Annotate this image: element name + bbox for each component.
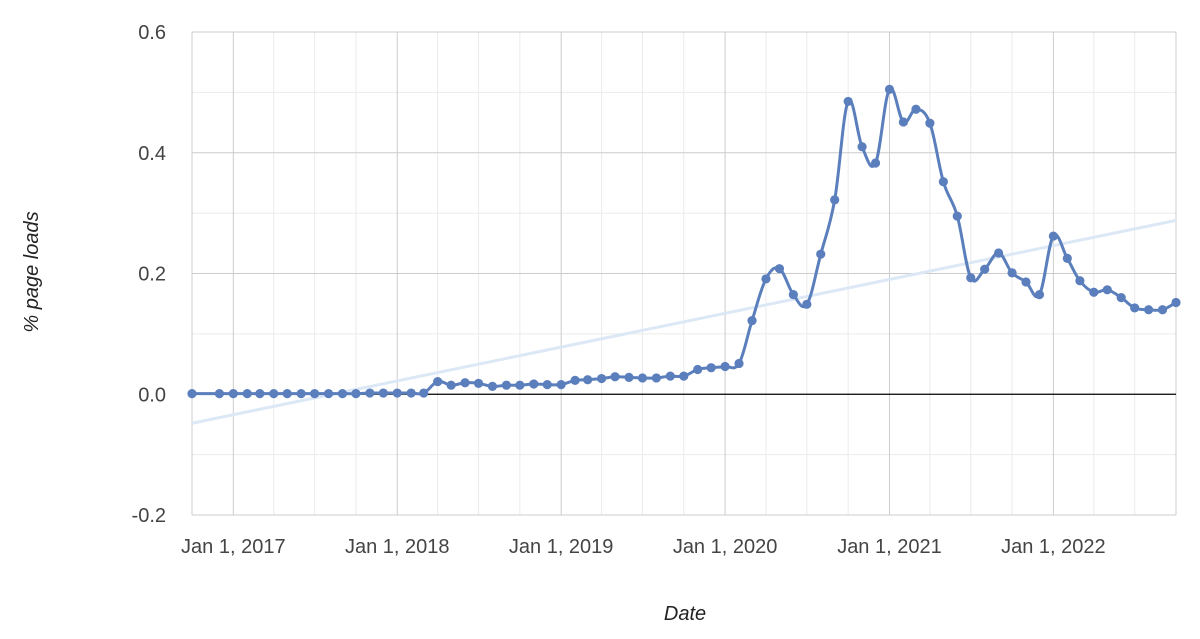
- data-point[interactable]: [337, 389, 348, 399]
- x-tick-label: Jan 1, 2022: [1001, 536, 1106, 558]
- data-point[interactable]: [310, 389, 320, 399]
- x-tick-label: Jan 1, 2020: [673, 536, 778, 558]
- data-point[interactable]: [774, 264, 785, 274]
- data-point[interactable]: [747, 315, 757, 326]
- data-point[interactable]: [624, 372, 634, 382]
- data-point[interactable]: [556, 379, 566, 390]
- data-point[interactable]: [830, 195, 840, 205]
- data-point[interactable]: [938, 177, 948, 187]
- data-point[interactable]: [296, 389, 306, 399]
- data-point[interactable]: [1062, 253, 1072, 264]
- data-point[interactable]: [610, 372, 620, 382]
- data-point[interactable]: [1007, 268, 1017, 278]
- x-axis-ticks: Jan 1, 2017 Jan 1, 2018 Jan 1, 2019 Jan 1, …: [181, 536, 1106, 558]
- data-point[interactable]: [1034, 290, 1045, 300]
- data-point[interactable]: [788, 290, 798, 300]
- data-point[interactable]: [1102, 285, 1112, 295]
- data-point[interactable]: [351, 389, 361, 399]
- data-point[interactable]: [406, 388, 416, 398]
- data-point[interactable]: [994, 248, 1004, 258]
- data-point[interactable]: [693, 364, 703, 375]
- data-point[interactable]: [596, 373, 607, 384]
- y-tick-label: 0.4: [138, 143, 166, 165]
- y-axis-ticks: -0.2 0.0 0.2 0.4 0.6: [132, 22, 166, 527]
- data-point[interactable]: [870, 158, 881, 168]
- data-point[interactable]: [1130, 303, 1140, 313]
- data-point[interactable]: [761, 274, 771, 284]
- data-point[interactable]: [323, 389, 334, 399]
- series-layer: [187, 84, 1181, 399]
- data-point[interactable]: [473, 378, 484, 388]
- data-point[interactable]: [857, 142, 867, 152]
- data-point[interactable]: [911, 104, 921, 114]
- y-axis-title: % page loads: [21, 211, 43, 332]
- data-point[interactable]: [378, 388, 388, 398]
- data-point[interactable]: [228, 389, 238, 399]
- data-point[interactable]: [1116, 293, 1126, 303]
- data-point[interactable]: [816, 249, 826, 259]
- data-point[interactable]: [898, 117, 908, 127]
- data-point[interactable]: [679, 371, 689, 381]
- data-point[interactable]: [706, 363, 716, 373]
- data-point[interactable]: [1144, 305, 1154, 315]
- data-point[interactable]: [433, 376, 443, 387]
- data-point[interactable]: [187, 389, 197, 399]
- data-point[interactable]: [419, 388, 429, 398]
- data-point[interactable]: [1089, 287, 1099, 297]
- data-point[interactable]: [446, 380, 456, 390]
- data-point[interactable]: [1075, 276, 1085, 286]
- x-axis-title: Date: [664, 603, 706, 625]
- data-point[interactable]: [365, 388, 375, 398]
- data-point[interactable]: [583, 375, 593, 385]
- data-point[interactable]: [734, 358, 744, 369]
- x-tick-label: Jan 1, 2017: [181, 536, 286, 558]
- data-point[interactable]: [542, 379, 552, 390]
- y-tick-label: 0.2: [138, 264, 166, 286]
- y-tick-label: -0.2: [132, 505, 166, 527]
- data-point[interactable]: [515, 380, 525, 390]
- y-tick-label: 0.6: [138, 22, 166, 44]
- data-point[interactable]: [269, 389, 279, 399]
- data-point[interactable]: [665, 371, 675, 381]
- data-point[interactable]: [214, 389, 224, 399]
- data-point[interactable]: [392, 388, 402, 398]
- data-point[interactable]: [802, 299, 812, 309]
- data-point[interactable]: [651, 373, 661, 383]
- data-point[interactable]: [487, 381, 498, 392]
- data-point[interactable]: [1157, 305, 1168, 315]
- data-point[interactable]: [952, 211, 962, 221]
- data-point[interactable]: [501, 380, 511, 390]
- x-tick-label: Jan 1, 2018: [345, 536, 450, 558]
- data-point[interactable]: [529, 379, 539, 389]
- data-point[interactable]: [242, 389, 252, 399]
- data-point[interactable]: [843, 96, 853, 107]
- data-point[interactable]: [1171, 297, 1181, 308]
- data-point[interactable]: [637, 373, 648, 383]
- data-point[interactable]: [925, 118, 935, 128]
- data-point[interactable]: [282, 389, 292, 399]
- data-point[interactable]: [1021, 277, 1031, 287]
- data-point[interactable]: [720, 361, 730, 372]
- x-tick-label: Jan 1, 2019: [509, 536, 614, 558]
- data-point[interactable]: [255, 389, 265, 399]
- data-point[interactable]: [1048, 231, 1058, 241]
- data-point[interactable]: [570, 375, 580, 385]
- data-point[interactable]: [884, 84, 895, 94]
- data-point[interactable]: [966, 273, 976, 283]
- y-tick-label: 0.0: [138, 384, 166, 406]
- data-point[interactable]: [980, 264, 990, 274]
- x-tick-label: Jan 1, 2021: [837, 536, 942, 558]
- data-point[interactable]: [460, 378, 470, 388]
